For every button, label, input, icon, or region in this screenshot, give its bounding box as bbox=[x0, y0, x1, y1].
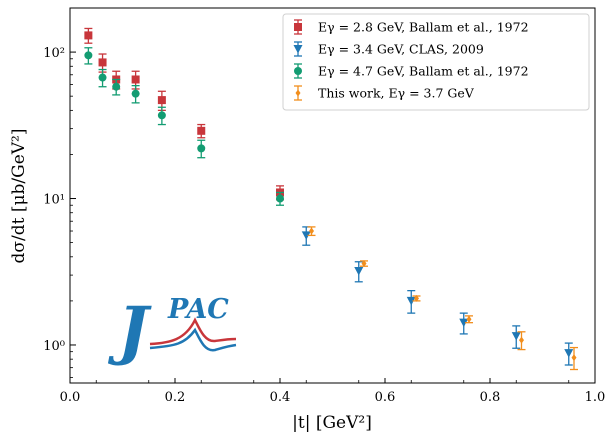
x-tick-label: 0.0 bbox=[60, 390, 81, 405]
x-tick-label: 0.2 bbox=[165, 390, 186, 405]
data-point bbox=[131, 89, 140, 98]
series-0 bbox=[84, 27, 284, 201]
data-point bbox=[98, 73, 107, 82]
legend-label: Eγ = 3.4 GeV, CLAS, 2009 bbox=[318, 42, 484, 57]
series-2 bbox=[84, 47, 284, 206]
legend-box bbox=[282, 13, 590, 111]
data-point bbox=[197, 144, 206, 153]
data-point bbox=[98, 58, 107, 67]
logo-letters-pac: PAC bbox=[167, 294, 229, 325]
data-point bbox=[84, 31, 93, 40]
x-axis: 0.0 0.2 0.4 0.6 0.8 1.0 bbox=[60, 378, 606, 405]
data-point bbox=[112, 82, 121, 91]
plot-frame bbox=[69, 7, 596, 384]
x-tick-label: 0.8 bbox=[480, 390, 501, 405]
data-point bbox=[564, 349, 574, 358]
logo-blue-curve bbox=[149, 327, 237, 352]
data-point bbox=[354, 266, 364, 276]
data-point bbox=[157, 111, 166, 120]
logo-red-curve bbox=[149, 317, 237, 346]
data-point bbox=[406, 296, 416, 306]
data-point bbox=[459, 318, 469, 328]
legend-label: This work, Eγ = 3.7 GeV bbox=[318, 86, 475, 101]
x-tick-label: 0.4 bbox=[270, 390, 291, 405]
data-point bbox=[197, 126, 206, 135]
series-3 bbox=[307, 226, 578, 371]
data-point bbox=[414, 294, 419, 302]
y-axis-title: dσ/dt [μb/GeV²] bbox=[9, 129, 29, 264]
y-axis: 10⁰ 10¹ 10² bbox=[43, 7, 76, 378]
legend-marker bbox=[295, 89, 301, 97]
data-point bbox=[276, 194, 284, 203]
series-layer bbox=[84, 27, 578, 371]
x-tick-label: 1.0 bbox=[585, 390, 606, 405]
data-point bbox=[511, 332, 521, 341]
series-1 bbox=[301, 226, 574, 366]
data-point bbox=[361, 260, 367, 268]
data-point bbox=[309, 227, 314, 235]
jpac-logo: J PAC bbox=[107, 293, 237, 368]
data-point bbox=[571, 354, 577, 362]
data-point bbox=[466, 315, 472, 323]
data-point bbox=[84, 51, 93, 60]
legend: Eγ = 2.8 GeV, Ballam et al., 1972 Eγ = 3.… bbox=[282, 13, 590, 111]
y-tick-label: 10⁰ bbox=[43, 339, 65, 354]
legend-marker bbox=[294, 67, 302, 75]
legend-marker bbox=[293, 45, 303, 54]
logo-letter-j: J bbox=[107, 293, 152, 368]
legend-label: Eγ = 4.7 GeV, Ballam et al., 1972 bbox=[318, 64, 529, 79]
x-axis-title: |t| [GeV²] bbox=[292, 413, 372, 433]
data-point bbox=[131, 75, 140, 84]
x-tick-label: 0.6 bbox=[375, 390, 396, 405]
y-tick-label: 10¹ bbox=[43, 193, 65, 208]
data-point bbox=[519, 336, 524, 344]
y-tick-label: 10² bbox=[43, 46, 65, 61]
legend-marker bbox=[294, 23, 302, 31]
data-point bbox=[301, 231, 311, 240]
legend-label: Eγ = 2.8 GeV, Ballam et al., 1972 bbox=[318, 20, 529, 35]
data-point bbox=[157, 96, 166, 105]
